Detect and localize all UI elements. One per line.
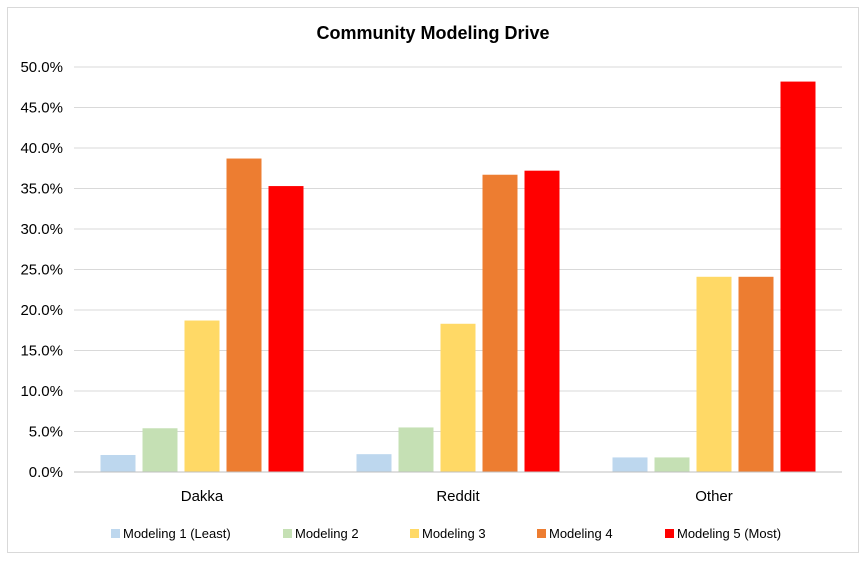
legend-swatch xyxy=(410,529,419,538)
bar-dakka-series-3 xyxy=(184,320,220,472)
category-label: Dakka xyxy=(181,488,224,505)
legend-label: Modeling 3 xyxy=(422,526,486,541)
y-tick-label: 50.0% xyxy=(20,59,63,76)
y-tick-label: 30.0% xyxy=(20,221,63,238)
chart-title: Community Modeling Drive xyxy=(316,23,549,43)
bar-dakka-series-5 xyxy=(268,186,304,472)
legend-label: Modeling 4 xyxy=(549,526,613,541)
y-tick-label: 10.0% xyxy=(20,383,63,400)
legend-swatch xyxy=(283,529,292,538)
bar-reddit-series-4 xyxy=(482,174,518,473)
bar-reddit-series-3 xyxy=(440,323,476,472)
legend-label: Modeling 5 (Most) xyxy=(677,526,781,541)
category-label: Reddit xyxy=(436,488,480,505)
y-tick-label: 15.0% xyxy=(20,343,63,360)
bar-other-series-4 xyxy=(738,276,774,472)
bar-reddit-series-1 xyxy=(356,454,392,472)
bar-dakka-series-4 xyxy=(226,158,262,472)
bar-other-series-5 xyxy=(780,81,816,472)
legend-swatch xyxy=(665,529,674,538)
y-tick-label: 25.0% xyxy=(20,262,63,279)
bar-other-series-2 xyxy=(654,457,690,472)
y-axis-tick-labels: 0.0% 5.0% 10.0% 15.0% 20.0% 25.0% 30.0% 35.0% 40… xyxy=(20,59,63,481)
bar-dakka-series-2 xyxy=(142,428,178,472)
bar-dakka-series-1 xyxy=(100,454,136,472)
y-tick-label: 35.0% xyxy=(20,181,63,198)
legend-swatch xyxy=(111,529,120,538)
y-tick-label: 20.0% xyxy=(20,302,63,319)
bar-other-series-3 xyxy=(696,276,732,472)
y-tick-label: 5.0% xyxy=(29,424,63,441)
legend-label: Modeling 1 (Least) xyxy=(123,526,231,541)
x-axis-category-labels: Dakka Reddit Other xyxy=(181,488,733,505)
legend-label: Modeling 2 xyxy=(295,526,359,541)
bar-other-series-1 xyxy=(612,457,648,472)
legend-swatch xyxy=(537,529,546,538)
bar-reddit-series-2 xyxy=(398,427,434,472)
y-tick-label: 0.0% xyxy=(29,464,63,481)
bars xyxy=(100,81,816,473)
y-tick-label: 40.0% xyxy=(20,140,63,157)
y-tick-label: 45.0% xyxy=(20,100,63,117)
legend: Modeling 1 (Least) Modeling 2 Modeling 3 Mo… xyxy=(111,526,781,541)
category-label: Other xyxy=(695,488,733,505)
bar-reddit-series-5 xyxy=(524,170,560,472)
